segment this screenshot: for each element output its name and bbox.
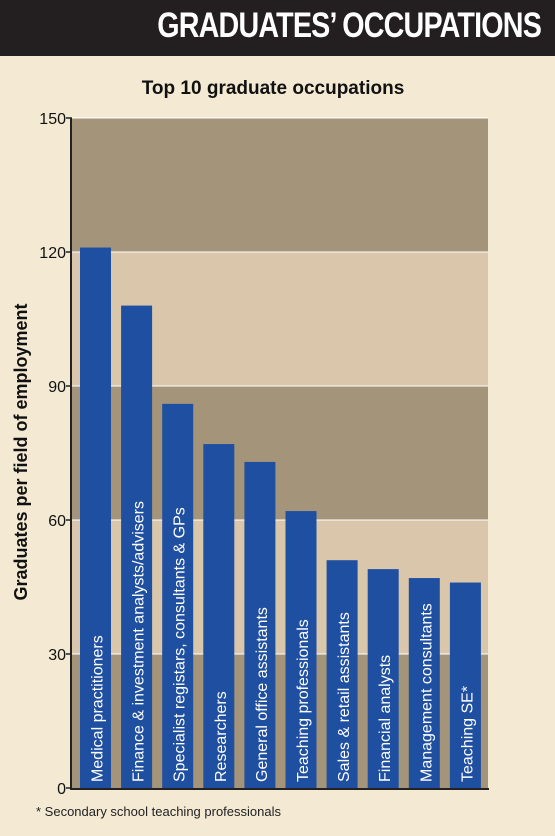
bars: [80, 247, 481, 789]
header-bar: GRADUATES’ OCCUPATIONS: [0, 0, 555, 56]
footnote: * Secondary school teaching professional…: [36, 804, 281, 819]
bar-label: Teaching professionals: [295, 619, 312, 782]
bar-label: Finance & investment analysts/advisers: [131, 501, 148, 782]
bar: [367, 569, 399, 788]
y-axis-label: Graduates per field of employment: [11, 303, 31, 600]
bar-label: Financial analysts: [377, 655, 394, 782]
y-tick-label: 30: [48, 647, 66, 664]
bar-label: Sales & retail assistants: [336, 612, 353, 782]
y-tick-label: 120: [39, 245, 66, 262]
y-tick-label: 90: [48, 379, 66, 396]
bar-label: General office assistants: [254, 607, 271, 782]
background-band: [72, 118, 488, 252]
bar: [285, 511, 317, 788]
bar: [121, 305, 153, 788]
bar: [408, 578, 440, 788]
bar: [162, 403, 194, 788]
bar-label: Medical practitioners: [90, 635, 107, 782]
bar: [80, 247, 111, 789]
y-axis-ticks: 0 30 60 90 120 150: [39, 111, 72, 798]
y-tick-label: 60: [48, 513, 66, 530]
bar: [203, 444, 235, 788]
bar-label: Teaching SE*: [459, 686, 476, 782]
bar-label: Specialist registars, consultants & GPs: [172, 507, 189, 782]
bar: [244, 461, 276, 788]
bar-label: Management consultants: [418, 603, 435, 782]
bar: [449, 582, 481, 788]
bar: [326, 560, 358, 788]
chart-title: Top 10 graduate occupations: [142, 78, 405, 99]
y-tick-label: 0: [57, 781, 66, 798]
page-title: GRADUATES’ OCCUPATIONS: [157, 6, 542, 45]
bar-label: Researchers: [213, 691, 230, 782]
y-tick-label: 150: [39, 111, 66, 128]
bar-labels: Medical practitioners Finance & investmen…: [90, 501, 477, 782]
